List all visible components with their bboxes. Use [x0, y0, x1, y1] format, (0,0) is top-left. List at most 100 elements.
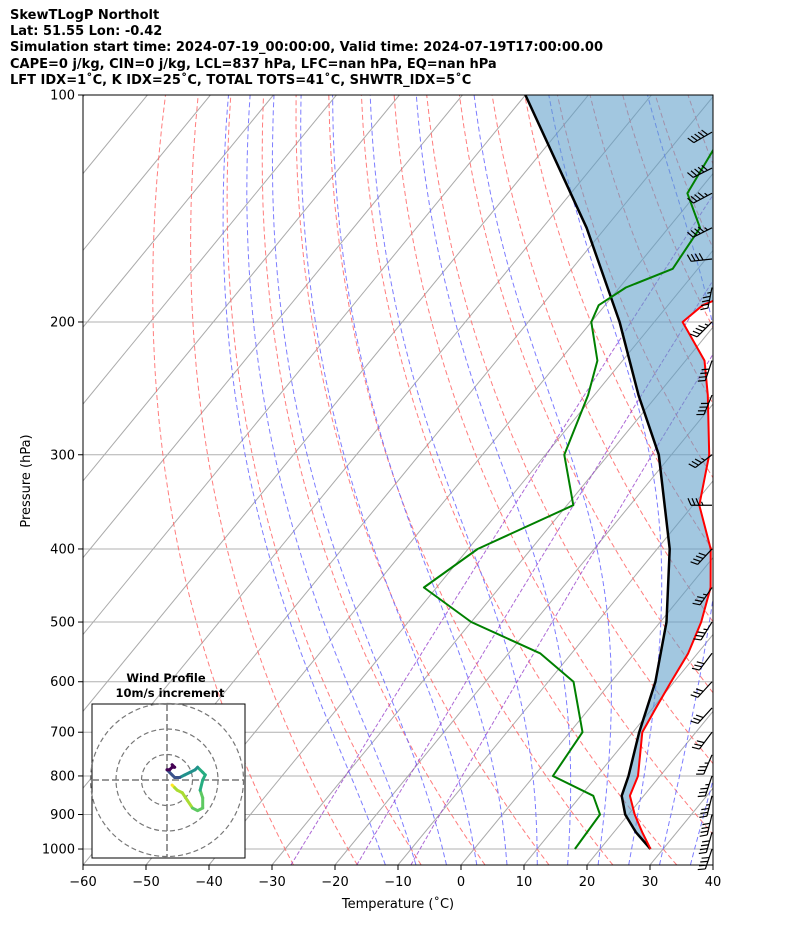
barb-half-flag — [704, 227, 708, 231]
barb-half-flag — [701, 457, 706, 461]
barb-flag — [701, 303, 709, 307]
isotherm — [83, 95, 526, 636]
wind-barb — [686, 253, 713, 262]
barb-flag — [701, 856, 710, 859]
y-tick-label: 1000 — [42, 843, 75, 858]
dry-adiabat — [721, 95, 794, 865]
moist-adiabat — [332, 95, 508, 865]
barb-flag — [698, 791, 707, 794]
barb-half-flag — [704, 192, 708, 197]
barb-flag — [697, 192, 705, 198]
barb-half-flag — [705, 803, 710, 806]
indices-line: LFT IDX=1˚C, K IDX=25˚C, TOTAL TOTS=41˚C… — [10, 73, 472, 88]
x-tick-label: −50 — [132, 875, 159, 890]
barb-flag — [697, 226, 705, 233]
moist-adiabat — [548, 95, 663, 865]
x-tick-label: 30 — [642, 875, 659, 890]
barb-flag — [691, 460, 699, 466]
moist-adiabat — [415, 95, 572, 865]
dry-adiabat — [524, 95, 713, 552]
barb-flag — [701, 840, 710, 843]
barb-half-flag — [703, 628, 708, 631]
isotherm — [83, 95, 589, 713]
barb-flag — [700, 787, 708, 790]
x-axis-label: Temperature (˚C) — [341, 896, 454, 912]
wind-barb — [700, 287, 713, 311]
barb-flag — [694, 133, 702, 140]
isotherm — [334, 403, 713, 865]
dry-adiabat — [190, 95, 358, 865]
barb-flag — [697, 379, 706, 382]
dry-adiabat — [753, 95, 794, 865]
barb-flag — [690, 561, 698, 565]
barb-flag — [699, 815, 708, 818]
dry-adiabat — [393, 95, 713, 836]
barb-flag — [695, 498, 700, 506]
barb-flag — [690, 135, 698, 142]
barb-flag — [694, 458, 702, 464]
barb-flag — [689, 333, 698, 338]
barb-flag — [699, 834, 708, 837]
barb-flag — [695, 327, 704, 332]
dry-adiabat — [295, 95, 550, 865]
barb-flag — [687, 231, 694, 238]
dry-adiabat — [261, 95, 486, 865]
isotherm — [586, 710, 713, 865]
dewpoint-line — [422, 148, 713, 850]
barb-flag — [694, 253, 700, 261]
wind-barb — [687, 164, 713, 179]
wind-barb — [689, 321, 713, 338]
moist-adiabat — [222, 95, 386, 865]
x-tick-label: 40 — [705, 875, 722, 890]
location-line: Lat: 51.55 Lon: -0.42 — [10, 24, 163, 39]
barb-flag — [693, 558, 701, 563]
hodograph: Wind Profile 10m/s increment — [89, 671, 246, 859]
x-tick-label: −30 — [258, 875, 285, 890]
barb-flag — [691, 746, 700, 750]
barb-flag — [701, 826, 710, 830]
barb-flag — [697, 795, 706, 798]
barb-half-flag — [704, 323, 709, 327]
isotherm — [523, 633, 713, 865]
mixing-ratio-line — [290, 194, 713, 865]
isotherm — [712, 864, 713, 865]
barb-flag — [694, 168, 701, 175]
barb-flag — [692, 330, 701, 335]
dry-adiabat — [226, 95, 422, 865]
barb-flag — [700, 860, 708, 863]
barb-flag — [687, 197, 694, 204]
moist-adiabat — [246, 95, 417, 865]
wind-barb — [699, 795, 713, 818]
barb-flag — [695, 555, 704, 560]
barb-flag — [693, 691, 701, 695]
wind-barb — [697, 360, 713, 382]
dry-adiabat — [328, 95, 614, 865]
wind-barb — [687, 226, 713, 238]
barb-flag — [700, 372, 708, 375]
moist-adiabat — [300, 95, 478, 865]
y-tick-label: 800 — [50, 769, 75, 784]
wind-barb — [698, 832, 713, 855]
barb-flag — [697, 596, 705, 599]
y-tick-label: 500 — [50, 616, 75, 631]
wind-barb — [691, 731, 713, 750]
dry-adiabat — [426, 95, 713, 765]
dry-adiabat — [360, 95, 678, 865]
isotherm — [83, 95, 211, 252]
barb-flag — [692, 602, 701, 606]
y-axis-label: Pressure (hPa) — [19, 434, 34, 527]
barb-flag — [690, 720, 699, 725]
isotherm — [397, 480, 713, 865]
wind-barb — [690, 707, 713, 725]
barb-flag — [694, 664, 702, 668]
barb-flag — [696, 740, 705, 744]
dry-adiabat — [491, 95, 713, 623]
barb-flag — [698, 851, 707, 855]
barb-flag — [687, 498, 692, 506]
barb-flag — [700, 844, 709, 847]
hodograph-subtitle: 10m/s increment — [116, 686, 225, 700]
x-tick-label: −60 — [69, 875, 96, 890]
barb-flag — [700, 830, 709, 833]
barb-flag — [701, 807, 709, 811]
time-line: Simulation start time: 2024-07-19_00:00:… — [10, 40, 603, 55]
